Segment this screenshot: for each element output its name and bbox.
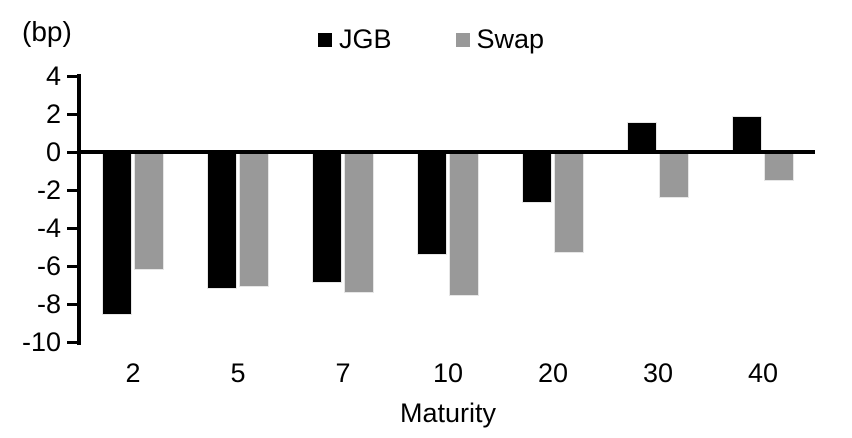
- bar-jgb-20: [522, 152, 552, 203]
- legend-swatch-swap: [455, 32, 470, 47]
- y-axis-tick-label: -10: [21, 327, 61, 357]
- x-tick-label-7: 7: [335, 358, 351, 388]
- y-axis-tick: [67, 265, 77, 268]
- bar-swap-30: [659, 152, 689, 198]
- x-tick-label-10: 10: [432, 358, 464, 388]
- y-axis-tick: [67, 303, 77, 306]
- x-tick-label-2: 2: [125, 358, 141, 388]
- y-axis-line: [77, 74, 81, 345]
- y-axis-tick-label: 4: [45, 61, 61, 91]
- bar-swap-10: [449, 152, 479, 296]
- y-axis-tick-label: 2: [45, 99, 61, 129]
- y-axis-tick-label: 0: [45, 137, 61, 167]
- y-axis-tick: [67, 75, 77, 78]
- bar-jgb-40: [732, 116, 762, 152]
- y-axis-tick-label: -2: [36, 175, 61, 205]
- y-axis-tick: [67, 113, 77, 116]
- bar-jgb-5: [207, 152, 237, 289]
- bar-swap-7: [344, 152, 374, 293]
- zero-baseline: [77, 150, 815, 154]
- legend-label-jgb: JGB: [339, 24, 392, 54]
- y-axis-tick: [67, 151, 77, 154]
- bar-swap-5: [239, 152, 269, 287]
- y-axis-tick: [67, 227, 77, 230]
- y-axis-tick-label: -6: [36, 251, 61, 281]
- legend-swatch-jgb: [318, 32, 332, 47]
- y-axis-tick: [67, 341, 77, 344]
- x-tick-label-30: 30: [642, 358, 674, 388]
- y-axis-tick-label: -8: [36, 289, 61, 319]
- legend-item-swap: Swap: [455, 24, 545, 54]
- legend: JGB Swap: [318, 26, 544, 53]
- y-axis-unit-label: (bp): [22, 16, 72, 47]
- x-tick-label-20: 20: [537, 358, 569, 388]
- y-axis-tick-label: -4: [36, 213, 61, 243]
- x-tick-label-40: 40: [747, 358, 779, 388]
- bar-swap-2: [134, 152, 164, 270]
- legend-label-swap: Swap: [476, 24, 545, 54]
- bar-jgb-2: [102, 152, 132, 315]
- legend-item-jgb: JGB: [318, 26, 392, 53]
- bar-jgb-30: [627, 122, 657, 152]
- x-axis-title: Maturity: [399, 398, 497, 428]
- bar-swap-40: [764, 152, 794, 181]
- x-tick-label-5: 5: [230, 358, 246, 388]
- y-axis-tick: [67, 189, 77, 192]
- bar-swap-20: [554, 152, 584, 253]
- bar-jgb-7: [312, 152, 342, 283]
- bar-jgb-10: [417, 152, 447, 255]
